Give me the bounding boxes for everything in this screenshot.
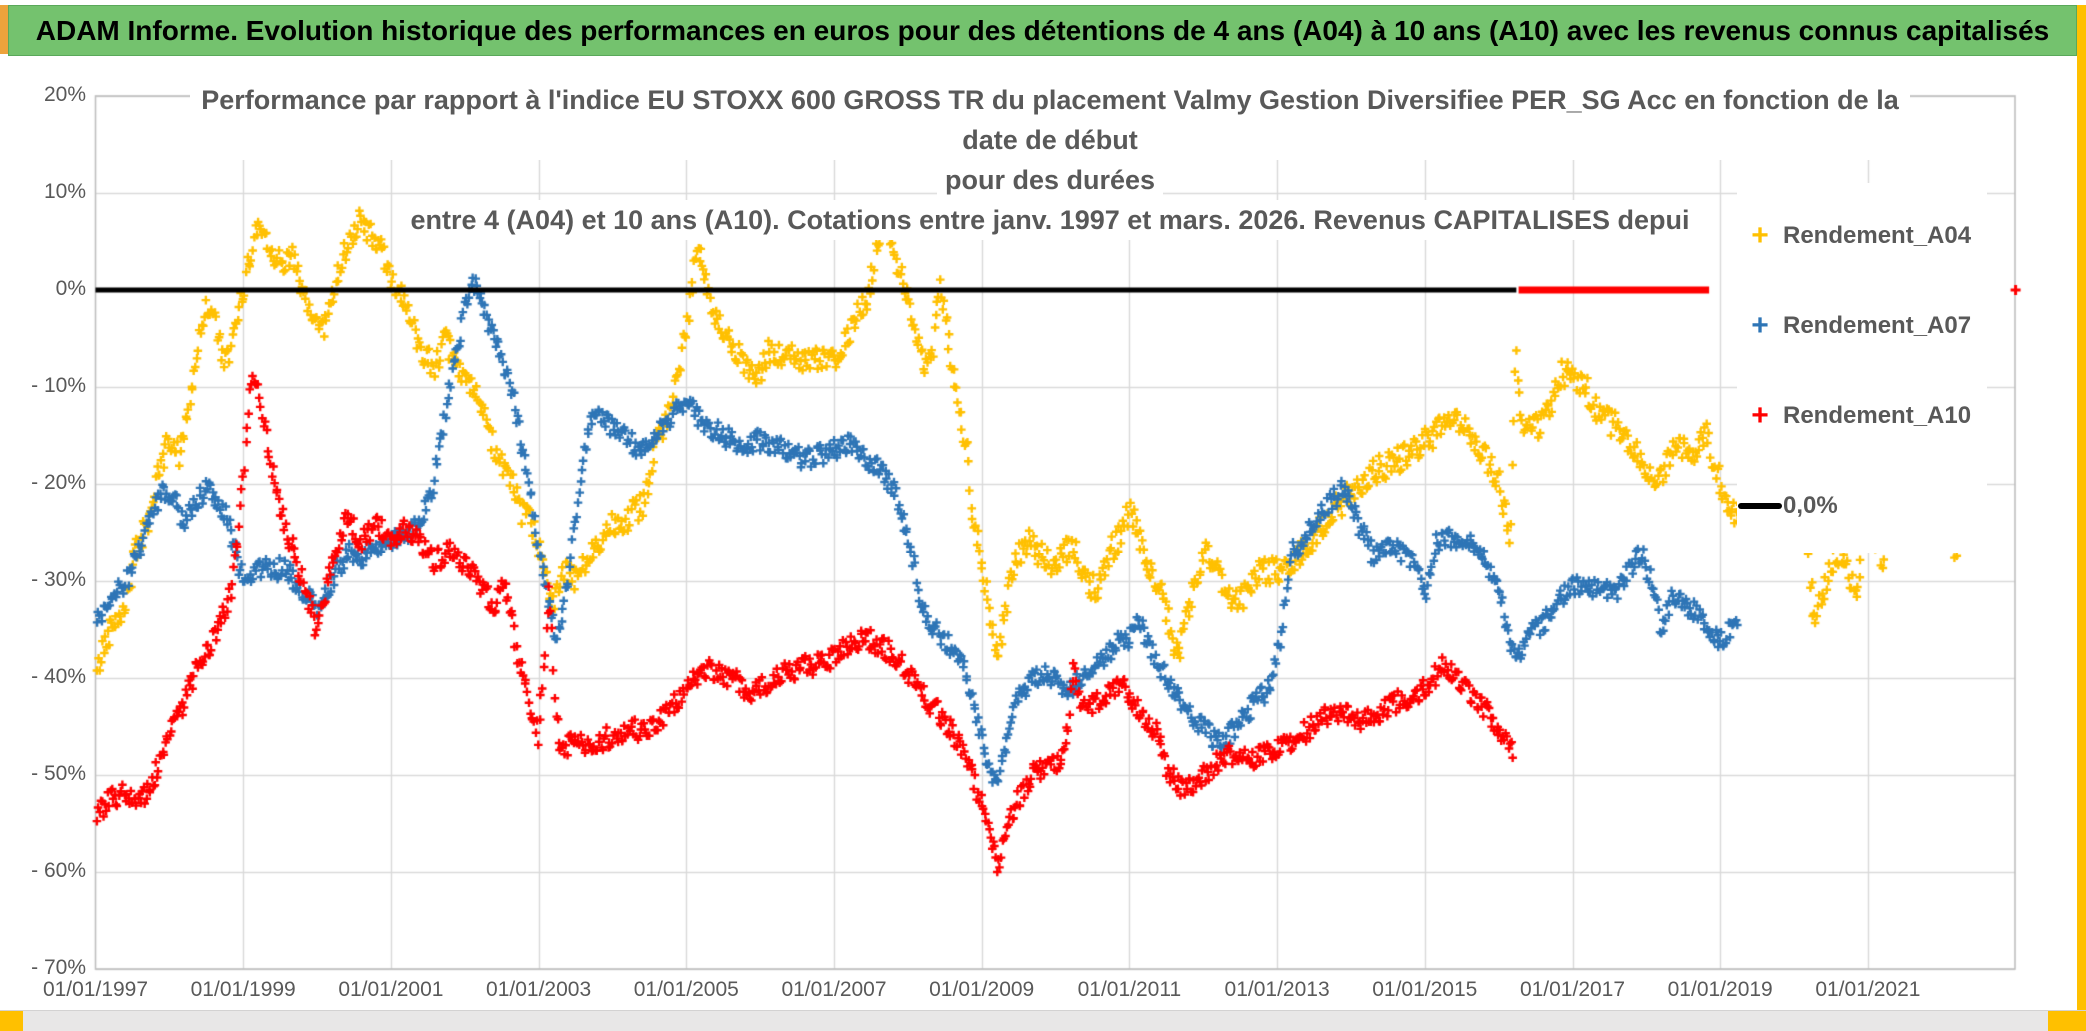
y-tick-label: - 20% [31,471,86,494]
y-tick-label: - 40% [31,665,86,688]
footer-right-accent [2048,1011,2086,1031]
plus-marker-icon: + [1751,399,1769,432]
x-tick-label: 01/01/2009 [929,978,1035,1001]
x-tick-label: 01/01/2017 [1519,978,1626,1001]
x-tick-label: 01/01/2015 [1372,978,1478,1001]
x-tick-label: 01/01/2001 [338,978,444,1001]
plus-marker-icon: + [1751,309,1769,342]
legend-item-0-0-: 0,0% [1737,461,1987,551]
x-tick-label: 01/01/2005 [633,978,739,1001]
footer-strip [0,1010,2086,1031]
x-tick-label: 01/01/2007 [781,978,887,1001]
legend-item-rendement-a04: + Rendement_A04 [1737,191,1987,281]
x-tick-label: 01/01/1999 [190,978,296,1001]
y-tick-label: - 10% [31,374,86,397]
x-tick-label: 01/01/2013 [1224,978,1330,1001]
y-tick-label: 20% [43,83,86,106]
x-tick-label: 01/01/2011 [1077,978,1182,1001]
legend-item-rendement-a10: + Rendement_A10 [1737,371,1987,461]
legend-label: Rendement_A10 [1783,402,1972,429]
y-tick-label: - 50% [31,762,86,785]
x-tick-label: 01/01/2019 [1667,978,1773,1001]
y-tick-label: 10% [43,180,86,203]
legend-line-swatch [1737,503,1783,509]
chart-title-line-3: entre 4 (A04) et 10 ans (A10). Cotations… [402,200,1698,240]
legend-label: 0,0% [1783,492,1838,519]
chart-title: Performance par rapport à l'indice EU ST… [190,80,1910,240]
legend-item-rendement-a07: + Rendement_A07 [1737,281,1987,371]
x-tick-label: 01/01/2003 [486,978,592,1001]
y-tick-label: - 70% [31,956,86,979]
chart-title-line-1: Performance par rapport à l'indice EU ST… [190,80,1910,160]
x-tick-label: 01/01/1997 [42,978,149,1001]
x-tick-label: 01/01/2021 [1815,978,1921,1001]
legend-label: Rendement_A04 [1783,222,1972,249]
legend-label: Rendement_A07 [1783,312,1972,339]
y-tick-label: 0% [55,277,86,300]
chart-legend: + Rendement_A04 + Rendement_A07 + Rendement_A… [1737,183,1987,553]
y-tick-label: - 30% [31,568,86,591]
chart-title-line-2: pour des durées [936,160,1164,200]
footer-left-accent [0,1011,23,1031]
plus-marker-icon: + [1751,219,1769,252]
y-tick-label: - 60% [31,859,86,882]
